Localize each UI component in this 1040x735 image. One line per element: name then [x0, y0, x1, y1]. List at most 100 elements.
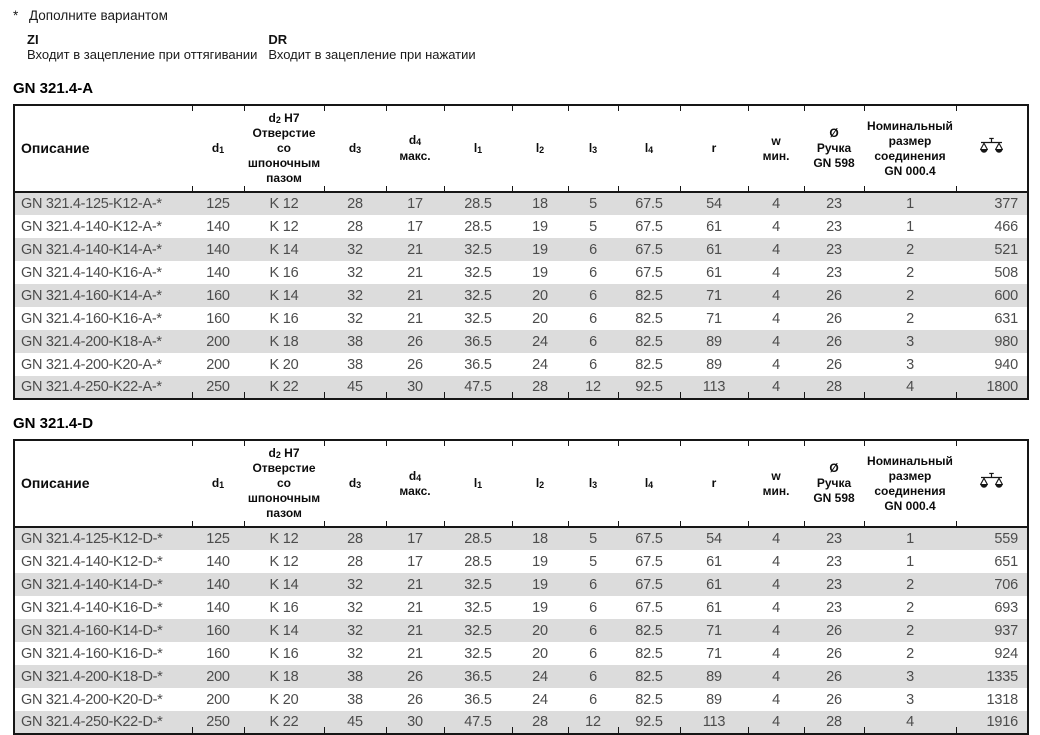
cell-r: 89 [680, 330, 748, 354]
cell-weight: 940 [994, 356, 1018, 373]
cell-l2: 20 [532, 310, 548, 327]
cell-d3: 38 [324, 330, 386, 354]
cell-l1: 36.5 [444, 330, 512, 354]
column-header-handle: Ø Ручка GN 598 [804, 440, 864, 529]
cell-d1: 160 [206, 645, 230, 662]
cell-d3: 32 [347, 264, 363, 281]
cell-d1: 160 [192, 619, 244, 643]
cell-l3: 6 [589, 599, 597, 616]
cell-d1: 140 [192, 573, 244, 597]
table-row: GN 321.4-200-K20-D-* 200 K 20 38 26 36.5 24 6 82… [14, 688, 1028, 711]
variant-dr: DR Входит в зацепление при нажатии [268, 32, 475, 63]
cell-d2: K 14 [244, 619, 324, 643]
cell-handle: 23 [826, 599, 842, 616]
table-row: GN 321.4-200-K18-A-* 200 K 18 38 26 36.5 24 6 82… [14, 330, 1028, 354]
scale-icon [978, 137, 1005, 157]
cell-handle: 26 [826, 645, 842, 662]
cell-d2: K 12 [244, 192, 324, 216]
cell-l1: 36.5 [444, 665, 512, 689]
cell-w_min: 4 [748, 573, 804, 597]
cell-d1: 200 [206, 691, 230, 708]
cell-r: 71 [680, 284, 748, 308]
variant-dr-code: DR [268, 32, 288, 47]
cell-l4: 67.5 [635, 218, 663, 235]
cell-weight: 1916 [956, 711, 1028, 735]
cell-w_min: 4 [748, 527, 804, 551]
cell-w_min: 4 [748, 284, 804, 308]
cell-l4: 92.5 [618, 711, 680, 735]
cell-l4: 82.5 [635, 310, 663, 327]
cell-d1: 250 [192, 376, 244, 400]
cell-d4: 21 [386, 238, 444, 262]
header-row: Описание d1 d2 H7 Отверстие со шпоночным пазо… [14, 104, 1028, 194]
cell-nominal: 3 [864, 665, 956, 689]
cell-w_min: 4 [748, 711, 804, 735]
cell-l4: 82.5 [618, 330, 680, 354]
cell-l2: 28 [512, 711, 568, 735]
cell-d2: K 18 [244, 330, 324, 354]
cell-r: 61 [680, 238, 748, 262]
cell-d4: 17 [386, 527, 444, 551]
cell-d3: 32 [324, 284, 386, 308]
cell-r: 89 [706, 691, 722, 708]
cell-nominal: 1 [906, 218, 914, 235]
cell-nominal: 2 [906, 645, 914, 662]
cell-l3: 6 [568, 238, 618, 262]
table-title-a: GN 321.4-A [13, 79, 94, 97]
cell-d3: 38 [347, 356, 363, 373]
cell-description: GN 321.4-200-K20-D-* [21, 691, 163, 708]
cell-l3: 6 [589, 356, 597, 373]
column-header-r: r [680, 104, 748, 194]
cell-l2: 19 [532, 264, 548, 281]
column-header-w_min: w мин. [748, 104, 804, 194]
cell-w_min: 4 [748, 376, 804, 400]
cell-w_min: 4 [772, 218, 780, 235]
cell-l3: 12 [568, 376, 618, 400]
table-row: GN 321.4-140-K16-A-* 140 K 16 32 21 32.5 19 6 67… [14, 261, 1028, 284]
cell-description: GN 321.4-140-K16-D-* [21, 599, 163, 616]
cell-d2: K 16 [269, 645, 299, 662]
cell-nominal: 2 [864, 573, 956, 597]
cell-w_min: 4 [772, 310, 780, 327]
cell-l3: 5 [568, 192, 618, 216]
table-row: GN 321.4-250-K22-A-* 250 K 22 45 30 47.5 28 12 9… [14, 376, 1028, 400]
cell-d4: 21 [407, 599, 423, 616]
cell-weight: 631 [994, 310, 1018, 327]
cell-r: 61 [706, 599, 722, 616]
cell-l2: 28 [512, 376, 568, 400]
cell-l4: 67.5 [635, 599, 663, 616]
cell-description: GN 321.4-250-K22-A-* [14, 376, 192, 400]
cell-d4: 21 [407, 310, 423, 327]
column-header-d1: d1 [192, 104, 244, 194]
cell-d4: 21 [386, 619, 444, 643]
cell-handle: 26 [804, 619, 864, 643]
table-row: GN 321.4-250-K22-D-* 250 K 22 45 30 47.5 28 12 9… [14, 711, 1028, 735]
cell-weight: 706 [956, 573, 1028, 597]
cell-l1: 47.5 [444, 711, 512, 735]
cell-l4: 82.5 [635, 645, 663, 662]
cell-description: GN 321.4-200-K18-A-* [14, 330, 192, 354]
table-row: GN 321.4-140-K12-D-* 140 K 12 28 17 28.5 19 5 67… [14, 550, 1028, 573]
table-row: GN 321.4-125-K12-D-* 125 K 12 28 17 28.5 18 5 67… [14, 527, 1028, 551]
cell-d4: 21 [407, 264, 423, 281]
cell-weight: 1800 [956, 376, 1028, 400]
cell-nominal: 1 [864, 192, 956, 216]
cell-nominal: 2 [906, 310, 914, 327]
cell-l1: 32.5 [444, 573, 512, 597]
cell-l3: 6 [568, 573, 618, 597]
cell-d2: K 22 [244, 711, 324, 735]
cell-weight: 466 [994, 218, 1018, 235]
cell-l3: 6 [568, 284, 618, 308]
cell-l2: 19 [512, 573, 568, 597]
variant-zi-code: ZI [27, 32, 39, 47]
column-header-description: Описание [14, 440, 192, 529]
cell-l1: 32.5 [464, 599, 492, 616]
cell-l4: 82.5 [635, 691, 663, 708]
cell-nominal: 2 [906, 599, 914, 616]
column-header-d1: d1 [192, 440, 244, 529]
cell-weight: 600 [956, 284, 1028, 308]
cell-description: GN 321.4-125-K12-D-* [14, 527, 192, 551]
cell-nominal: 2 [906, 264, 914, 281]
table-row: GN 321.4-160-K16-D-* 160 K 16 32 21 32.5 20 6 82… [14, 642, 1028, 665]
cell-l1: 36.5 [464, 356, 492, 373]
